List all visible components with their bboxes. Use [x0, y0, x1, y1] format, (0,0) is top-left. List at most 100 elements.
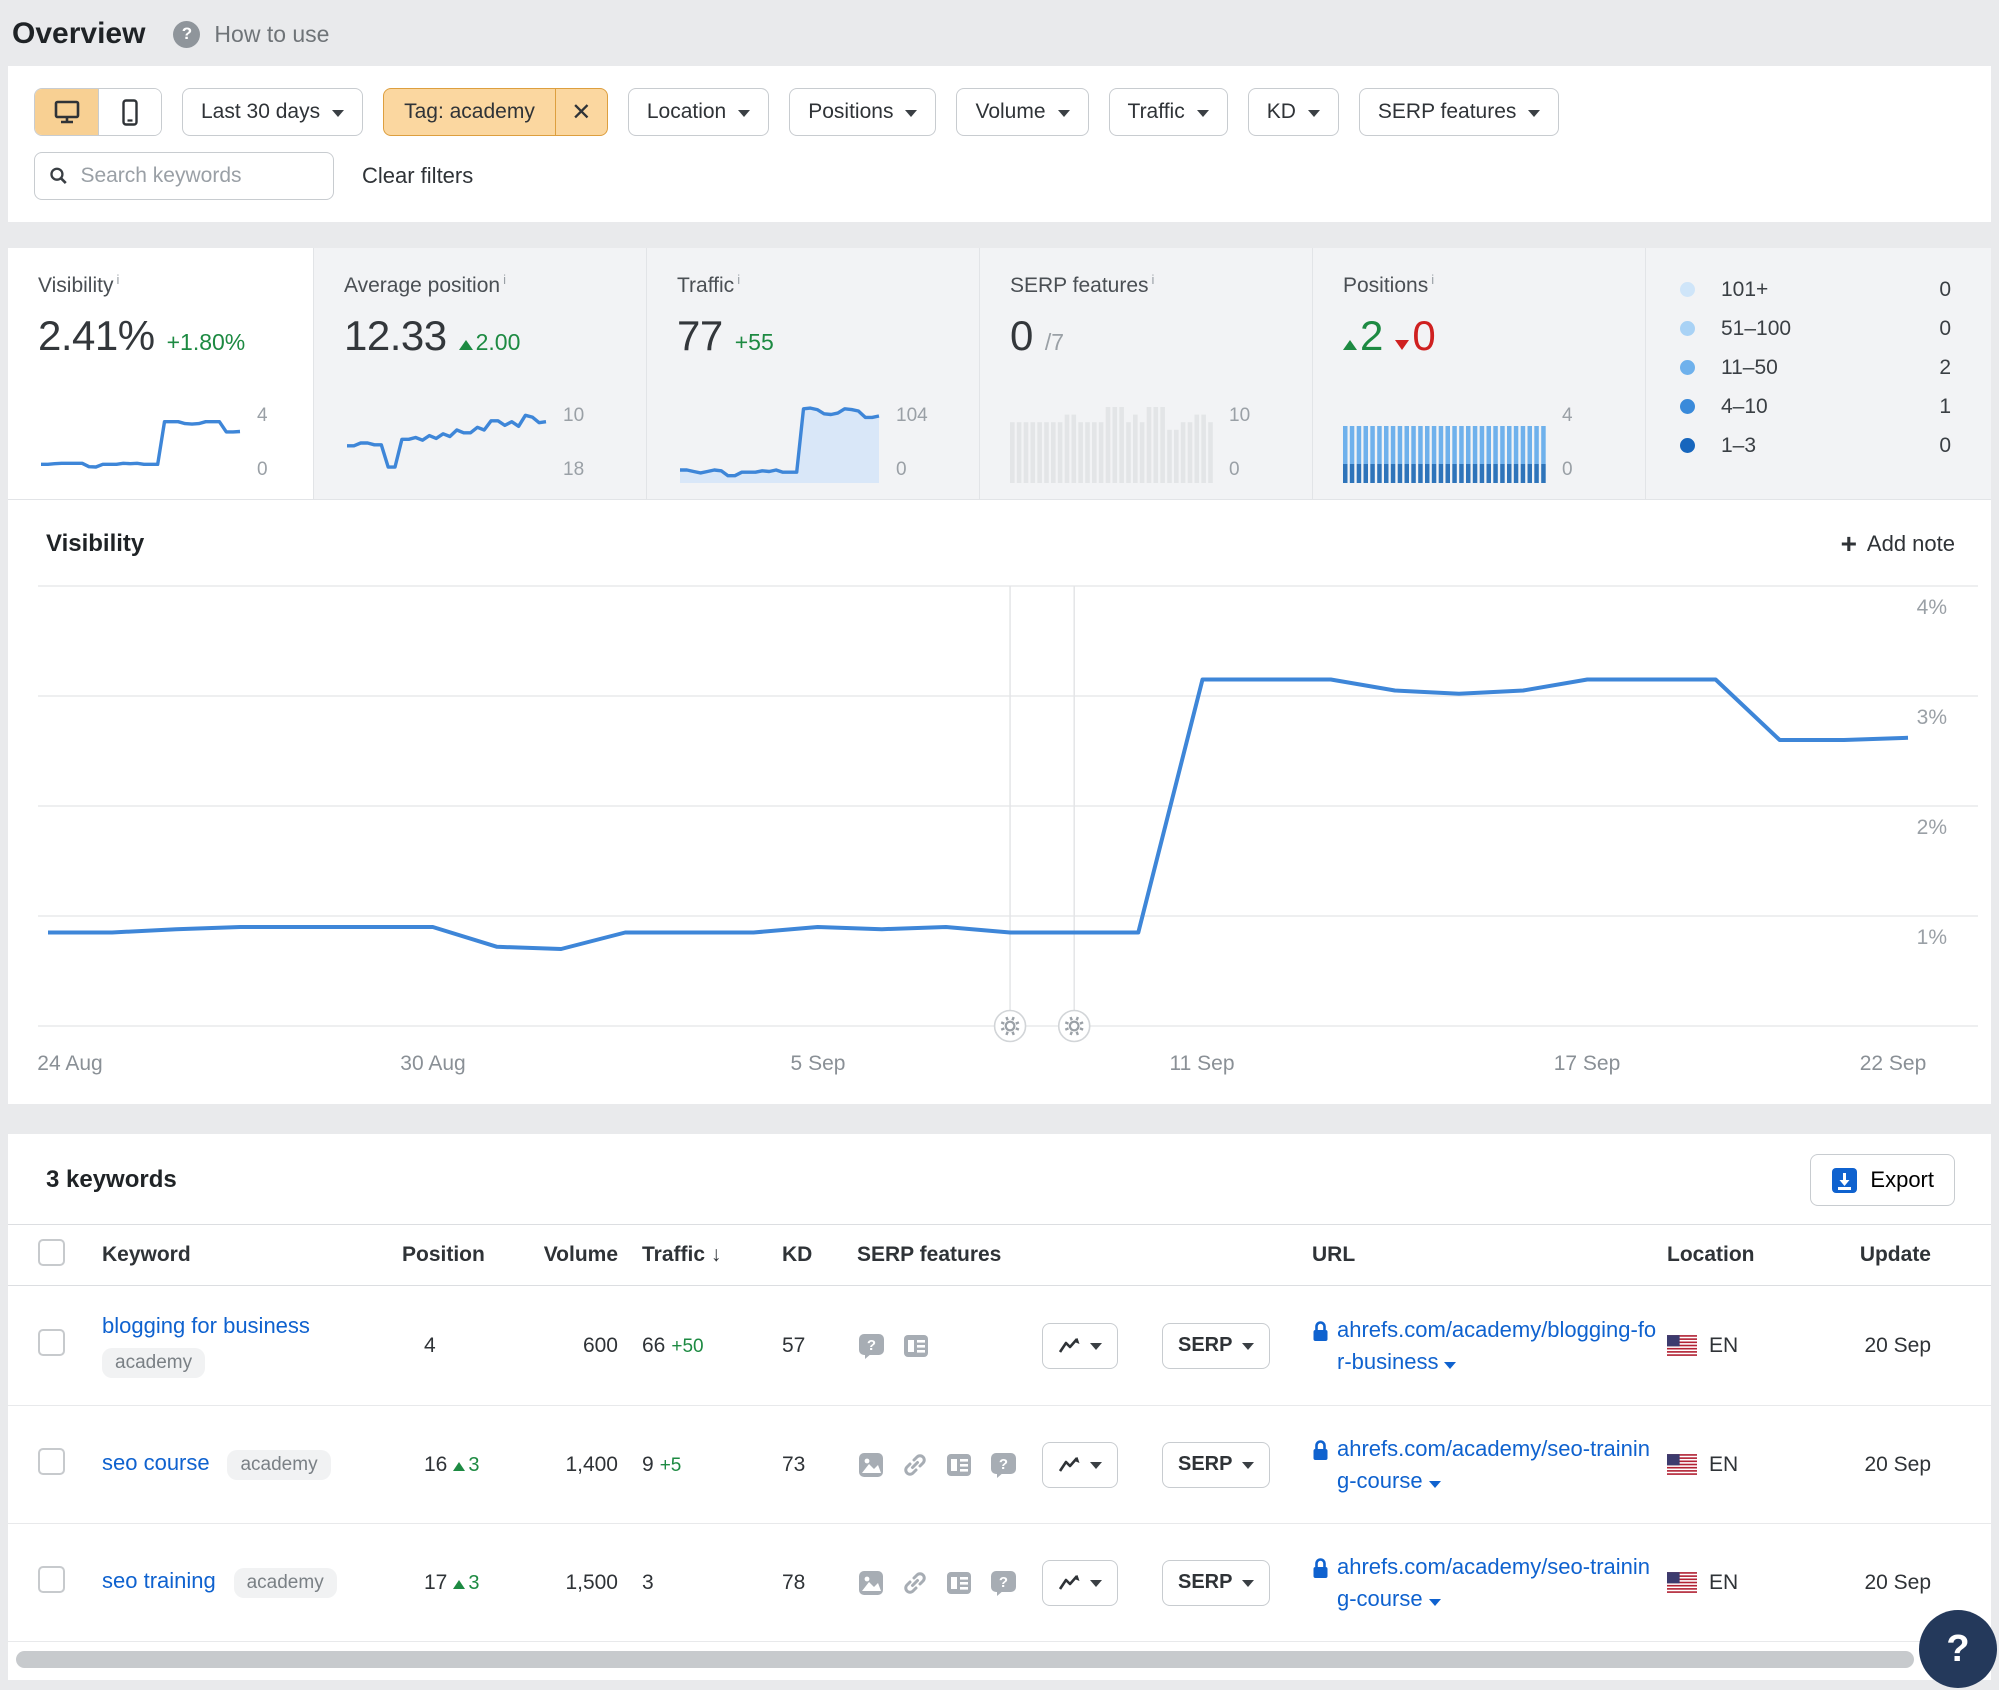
chart-button-cell — [1042, 1442, 1162, 1488]
y-axis-tick: 3% — [1917, 706, 1947, 730]
url-link[interactable]: ahrefs.com/academy/blogging-for-business — [1337, 1314, 1657, 1378]
col-traffic[interactable]: Traffic ↓ — [642, 1243, 782, 1267]
chevron-down-icon — [1090, 1343, 1102, 1350]
desktop-toggle-button[interactable] — [35, 89, 98, 135]
support-help-button[interactable]: ? — [1919, 1610, 1997, 1688]
keyword-link[interactable]: seo course — [102, 1450, 210, 1475]
horizontal-scrollbar — [8, 1642, 1991, 1676]
visibility-chart[interactable]: 4% 3% 2% 1% 24 Aug 30 Aug 5 Sep 11 Sep 1… — [8, 574, 1991, 1104]
axis-bottom: 18 — [563, 459, 584, 481]
axis-top: 4 — [257, 405, 268, 427]
positions-dropdown[interactable]: Positions — [789, 88, 936, 136]
legend-dot — [1680, 282, 1695, 297]
metric-card-average-position[interactable]: Average positioni 12.33 2.00 1018 — [313, 248, 646, 499]
add-note-button[interactable]: + Add note — [1841, 528, 1955, 560]
keyword-chart-button[interactable] — [1042, 1323, 1118, 1369]
keyword-link[interactable]: seo training — [102, 1568, 216, 1593]
col-serp-features[interactable]: SERP features — [857, 1243, 1042, 1267]
metric-card-serp-features[interactable]: SERP featuresi 0 /7 100 — [979, 248, 1312, 499]
x-axis-tick: 17 Sep — [1554, 1052, 1621, 1076]
col-update[interactable]: Update — [1787, 1243, 1955, 1267]
date-range-dropdown[interactable]: Last 30 days — [182, 88, 363, 136]
help-icon[interactable]: ? — [173, 21, 200, 48]
col-keyword[interactable]: Keyword — [102, 1243, 402, 1267]
url-link[interactable]: ahrefs.com/academy/seo-training-course — [1337, 1433, 1657, 1497]
mobile-icon — [122, 99, 138, 126]
note-marker — [1059, 1011, 1090, 1042]
serp-features-dropdown[interactable]: SERP features — [1359, 88, 1560, 136]
position-cell: 4 — [402, 1334, 527, 1358]
export-button[interactable]: Export — [1810, 1154, 1955, 1206]
kd-cell: 78 — [782, 1571, 857, 1595]
question-glyph: ? — [182, 24, 192, 44]
traffic-sparkline — [677, 403, 882, 483]
visibility-chart-title: Visibility — [46, 530, 144, 558]
location-dropdown[interactable]: Location — [628, 88, 769, 136]
chevron-down-icon — [1444, 1362, 1456, 1369]
svg-text:?: ? — [867, 1337, 876, 1354]
volume-dropdown[interactable]: Volume — [956, 88, 1088, 136]
col-volume[interactable]: Volume — [527, 1243, 642, 1267]
svg-text:?: ? — [999, 1456, 1008, 1473]
row-checkbox[interactable] — [38, 1566, 65, 1593]
url-cell: ahrefs.com/academy/blogging-for-business — [1312, 1314, 1667, 1378]
how-to-use-link[interactable]: How to use — [214, 21, 329, 48]
tag-filter-label[interactable]: Tag: academy — [384, 89, 555, 135]
visibility-line-chart[interactable] — [38, 574, 1978, 1044]
info-icon: i — [503, 272, 506, 287]
traffic-delta: +5 — [660, 1455, 682, 1476]
filter-panel: Last 30 days Tag: academy ✕ Location Pos… — [8, 66, 1991, 222]
col-position[interactable]: Position — [402, 1243, 527, 1267]
keyword-link[interactable]: blogging for business — [102, 1313, 310, 1338]
row-checkbox[interactable] — [38, 1329, 65, 1356]
keyword-chart-button[interactable] — [1042, 1560, 1118, 1606]
scrollbar-thumb[interactable] — [16, 1651, 1914, 1668]
visibility-value: 2.41% — [38, 312, 155, 360]
axis-bottom: 0 — [1562, 459, 1573, 481]
visibility-sparkline — [38, 403, 243, 483]
x-axis-tick: 22 Sep — [1860, 1052, 1927, 1076]
position-delta: 3 — [453, 1454, 479, 1476]
position-cell: 173 — [402, 1571, 527, 1595]
language-label: EN — [1709, 1453, 1738, 1477]
metric-card-positions[interactable]: Positionsi 2 0 40 — [1312, 248, 1645, 499]
search-icon — [49, 165, 68, 187]
serp-dropdown-button[interactable]: SERP — [1162, 1323, 1270, 1369]
col-location[interactable]: Location — [1667, 1243, 1787, 1267]
question-bubble-icon: ? — [989, 1569, 1018, 1597]
question-bubble-icon: ? — [989, 1451, 1018, 1479]
volume-label: Volume — [975, 100, 1045, 124]
x-axis-tick: 24 Aug — [37, 1052, 102, 1076]
row-checkbox[interactable] — [38, 1448, 65, 1475]
select-all-checkbox[interactable] — [38, 1239, 65, 1266]
top-header: Overview ? How to use — [0, 0, 1999, 66]
chevron-down-icon — [1242, 1343, 1254, 1350]
col-kd[interactable]: KD — [782, 1243, 857, 1267]
serp-button-cell: SERP — [1162, 1323, 1312, 1369]
serp-dropdown-button[interactable]: SERP — [1162, 1560, 1270, 1606]
url-link[interactable]: ahrefs.com/academy/seo-training-course — [1337, 1551, 1657, 1615]
tag-filter-chip: Tag: academy ✕ — [383, 88, 608, 136]
tag-filter-close-icon[interactable]: ✕ — [555, 89, 607, 135]
metric-card-visibility[interactable]: Visibilityi 2.41% +1.80% 40 — [8, 248, 313, 499]
metric-label: Positions — [1343, 274, 1428, 297]
keyword-tag: academy — [234, 1568, 337, 1598]
page-title: Overview — [12, 17, 145, 51]
col-url[interactable]: URL — [1312, 1243, 1667, 1267]
chevron-down-icon — [1242, 1462, 1254, 1469]
keyword-chart-button[interactable] — [1042, 1442, 1118, 1488]
chevron-down-icon — [1058, 110, 1070, 117]
mobile-toggle-button[interactable] — [98, 89, 161, 135]
kd-dropdown[interactable]: KD — [1248, 88, 1339, 136]
metric-card-traffic[interactable]: Traffici 77 +55 1040 — [646, 248, 979, 499]
legend-row: 51–1000 — [1680, 309, 1951, 348]
clear-filters-button[interactable]: Clear filters — [362, 163, 473, 189]
search-keywords-box — [34, 152, 334, 200]
serp-dropdown-button[interactable]: SERP — [1162, 1442, 1270, 1488]
desktop-icon — [53, 99, 81, 125]
search-input[interactable] — [80, 164, 319, 188]
sitelinks-icon — [902, 1332, 930, 1360]
traffic-dropdown[interactable]: Traffic — [1109, 88, 1228, 136]
positions-label: Positions — [808, 100, 893, 124]
axis-bottom: 0 — [896, 459, 928, 481]
